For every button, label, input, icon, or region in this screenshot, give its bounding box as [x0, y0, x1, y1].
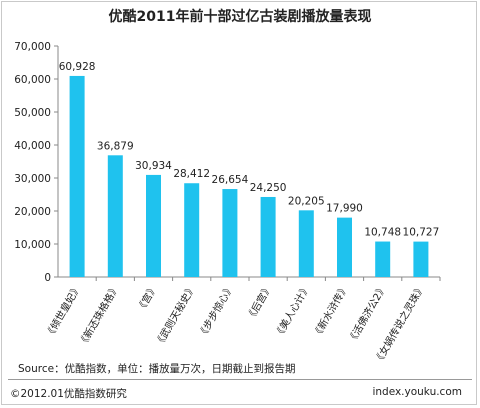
y-tick-label: 20,000 [14, 206, 51, 218]
bar [337, 217, 352, 277]
data-label: 20,205 [288, 195, 325, 207]
data-label: 26,654 [212, 174, 249, 186]
y-tick-label: 60,000 [14, 74, 51, 86]
y-tick-label: 50,000 [14, 107, 51, 119]
bar [184, 183, 200, 277]
category-label: 《新还珠格格》 [76, 282, 122, 349]
bar [298, 210, 314, 277]
category-label: 《宫》 [134, 282, 160, 314]
category-label: 《步步惊心》 [195, 282, 236, 340]
data-label: 24,250 [250, 182, 287, 194]
bar [69, 75, 85, 278]
bar [375, 241, 391, 277]
data-label: 17,990 [326, 203, 363, 215]
data-label: 36,879 [97, 140, 134, 152]
copyright-text: ©2012.01优酷指数研究 [10, 388, 127, 400]
category-label: 《武则天秘史》 [152, 282, 198, 349]
website-url: index.youku.com [372, 386, 462, 398]
bar [413, 241, 429, 277]
chart-title: 优酷2011年前十部过亿古装剧播放量表现 [108, 9, 372, 25]
y-tick-label: 0 [44, 272, 51, 284]
bar [222, 189, 238, 277]
category-label: 《后宫》 [243, 282, 274, 323]
y-tick-label: 40,000 [14, 140, 51, 152]
source-note: Source：优酷指数，单位：播放量万次，日期截止到报告期 [18, 363, 296, 375]
data-label: 10,727 [403, 227, 440, 239]
y-tick-label: 10,000 [14, 239, 51, 251]
category-label: 《新水浒传》 [310, 282, 351, 340]
bar [146, 174, 161, 277]
footer-divider [8, 379, 472, 380]
bar [260, 196, 276, 277]
category-label: 《活佛济公2》 [345, 282, 389, 346]
bar [107, 155, 123, 277]
y-tick-label: 30,000 [14, 173, 51, 185]
data-label: 30,934 [135, 160, 172, 172]
y-tick-label: 70,000 [14, 41, 51, 53]
data-label: 10,748 [364, 227, 401, 239]
category-label: 《美人心计》 [272, 282, 313, 340]
data-label: 28,412 [173, 168, 210, 180]
category-label: 《倾世皇妃》 [42, 282, 83, 340]
data-label: 60,928 [59, 61, 96, 73]
